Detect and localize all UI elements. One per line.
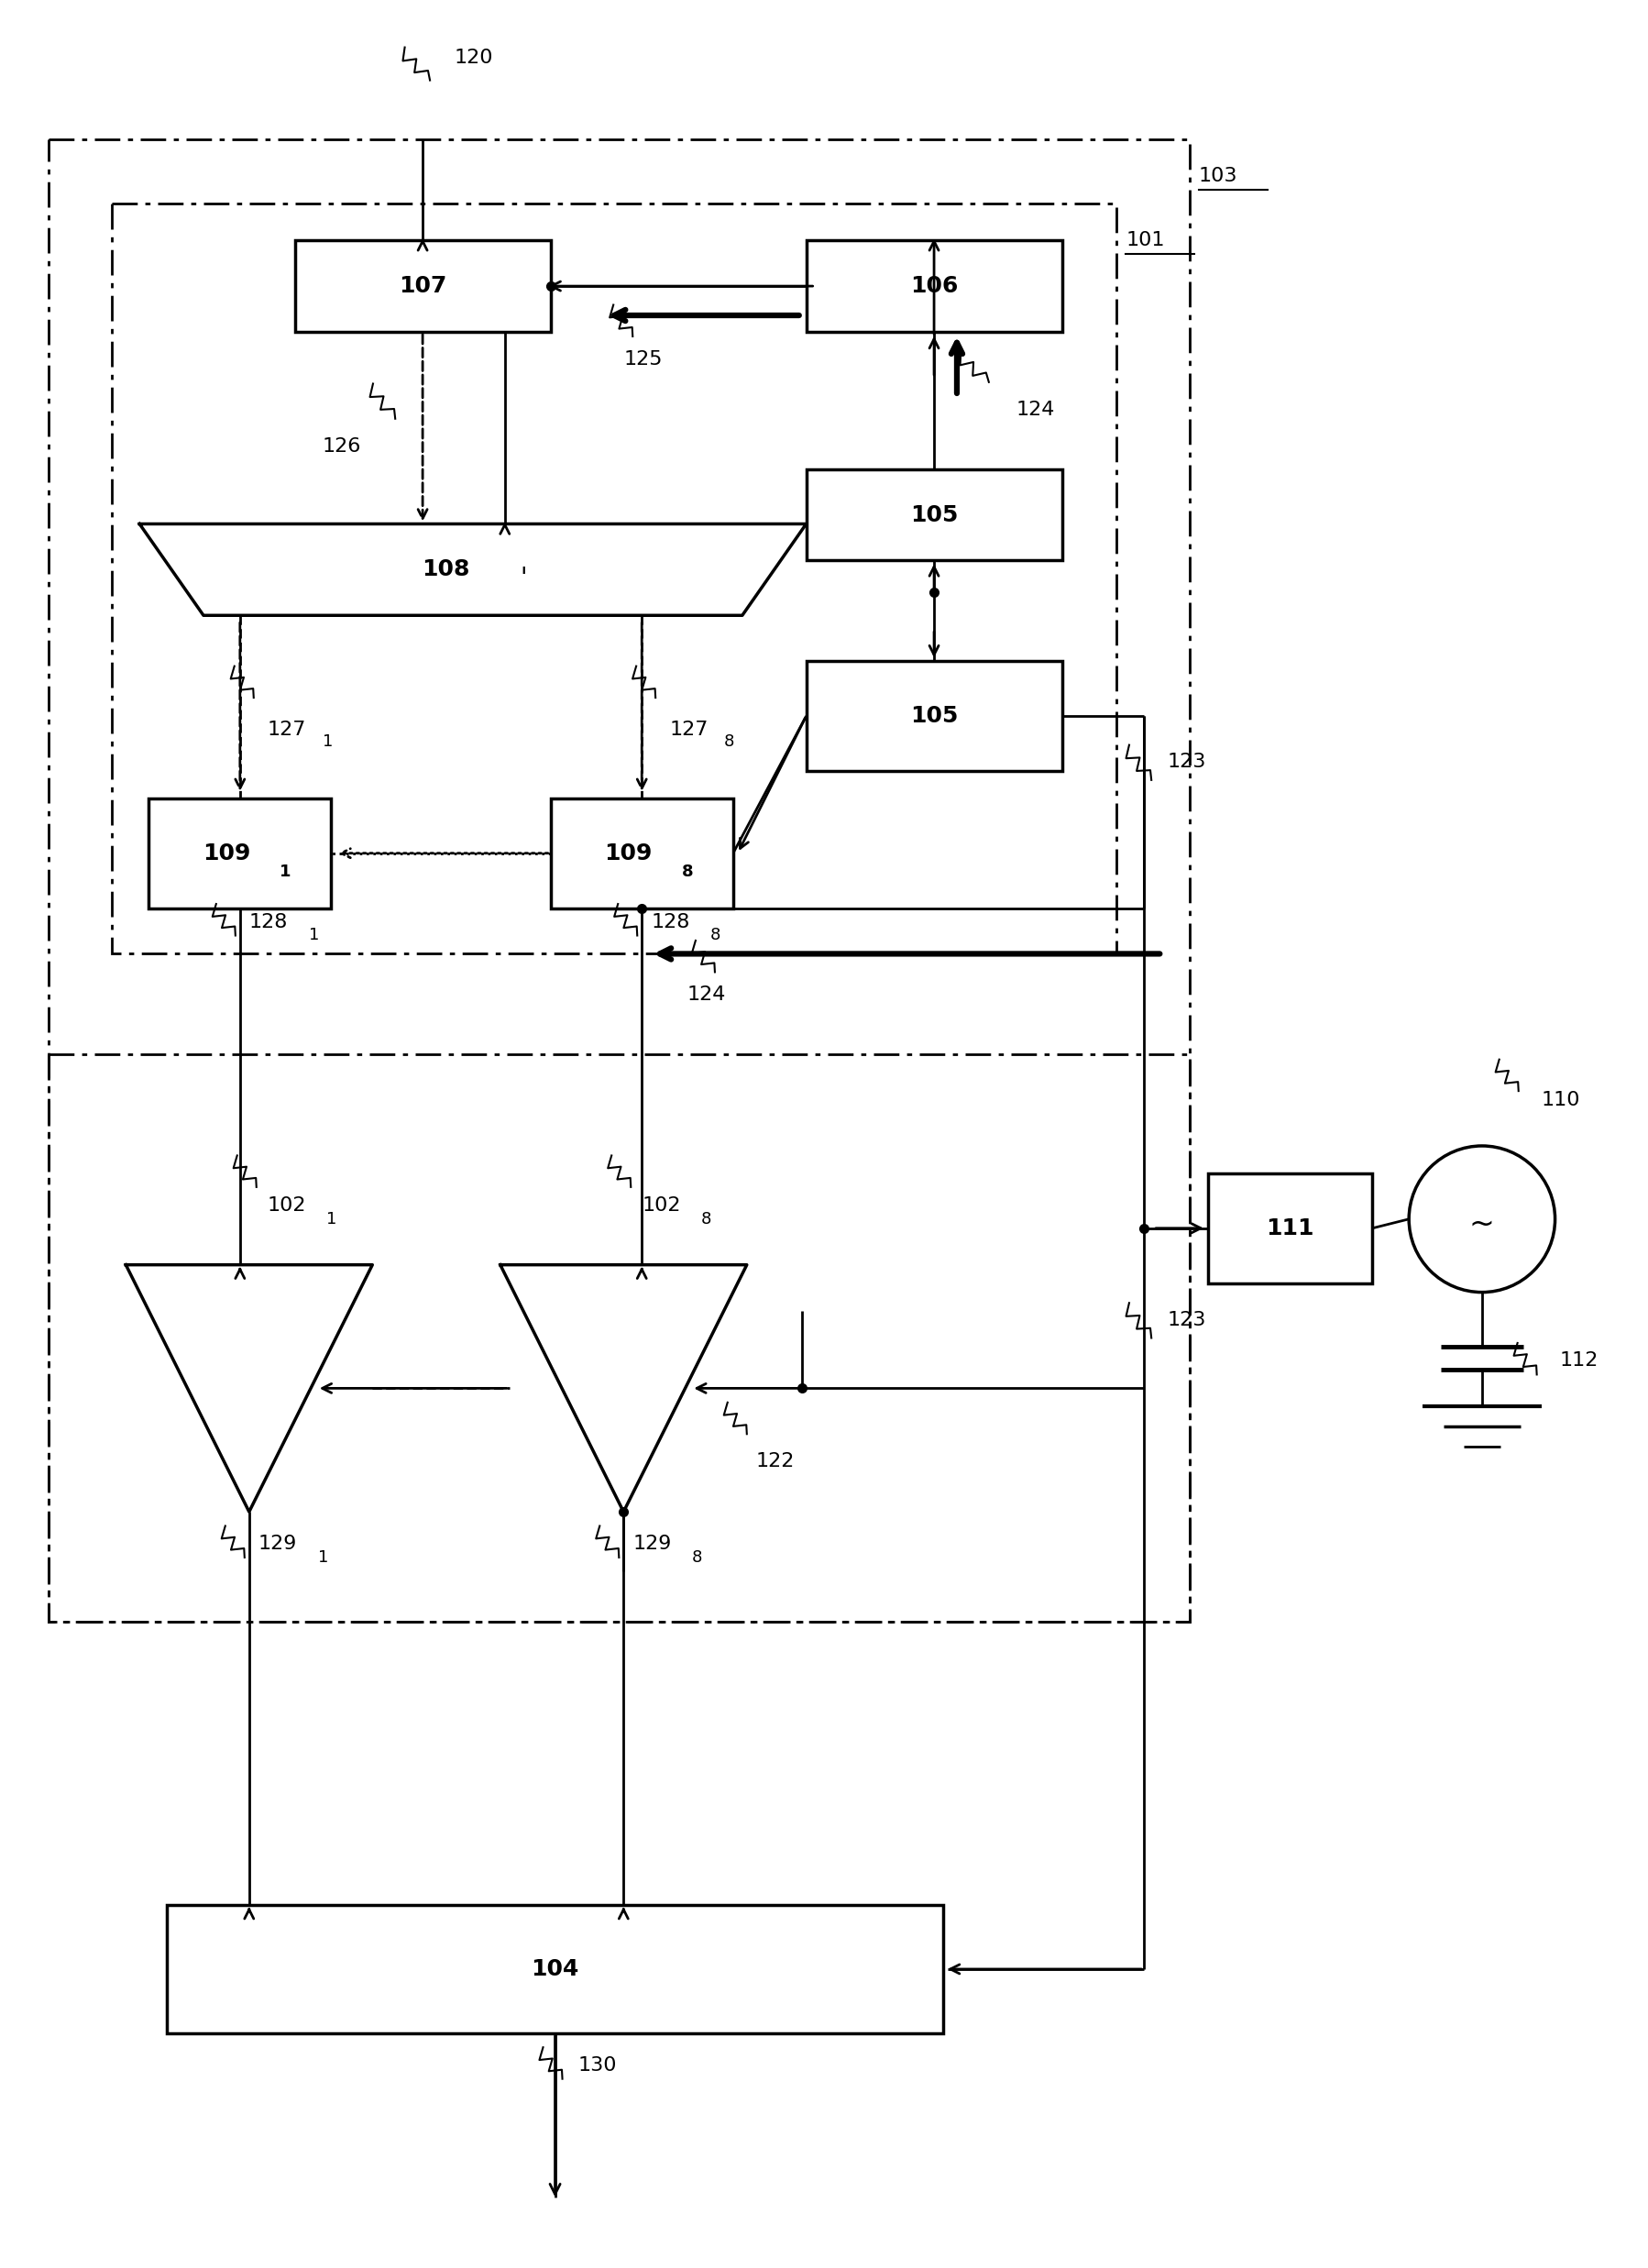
Text: 103: 103 <box>1198 168 1238 186</box>
Text: 128: 128 <box>249 912 288 930</box>
Bar <box>806 240 1061 331</box>
Bar <box>806 660 1061 771</box>
Text: 102: 102 <box>641 1195 681 1213</box>
Text: 109: 109 <box>203 841 250 864</box>
Text: 1: 1 <box>308 928 318 943</box>
Text: 112: 112 <box>1559 1352 1597 1370</box>
Text: 130: 130 <box>577 2057 616 2075</box>
Text: 1: 1 <box>321 733 333 751</box>
Bar <box>1208 1173 1371 1284</box>
Bar <box>550 798 733 907</box>
Text: 124: 124 <box>1015 401 1055 420</box>
Polygon shape <box>140 524 806 615</box>
Text: 105: 105 <box>910 705 957 728</box>
Bar <box>166 1905 943 2032</box>
Text: 123: 123 <box>1167 753 1205 771</box>
Text: 8: 8 <box>681 864 692 880</box>
Text: 101: 101 <box>1126 231 1163 249</box>
Text: 120: 120 <box>455 48 493 66</box>
Text: 128: 128 <box>651 912 689 930</box>
Text: 102: 102 <box>267 1195 307 1213</box>
Text: 8: 8 <box>710 928 720 943</box>
Text: 109: 109 <box>603 841 651 864</box>
Text: 108: 108 <box>422 558 470 581</box>
Text: 105: 105 <box>910 503 957 526</box>
Text: 122: 122 <box>755 1452 794 1470</box>
Text: 107: 107 <box>399 274 447 297</box>
Text: 1: 1 <box>326 1211 336 1227</box>
Bar <box>295 240 550 331</box>
Text: 124: 124 <box>687 987 725 1005</box>
Text: 111: 111 <box>1266 1218 1313 1238</box>
Text: 106: 106 <box>910 274 957 297</box>
Text: 123: 123 <box>1167 1311 1205 1329</box>
Text: 104: 104 <box>531 1957 578 1980</box>
Text: 127: 127 <box>267 721 307 739</box>
Text: 127: 127 <box>669 721 707 739</box>
Text: ~: ~ <box>1468 1209 1495 1238</box>
Bar <box>48 141 1190 1622</box>
Text: 110: 110 <box>1541 1091 1579 1109</box>
Polygon shape <box>125 1266 372 1513</box>
Bar <box>148 798 331 907</box>
Text: 125: 125 <box>623 349 662 367</box>
Text: 129: 129 <box>259 1535 297 1554</box>
Text: 1: 1 <box>280 864 292 880</box>
Text: 129: 129 <box>633 1535 671 1554</box>
Bar <box>48 1055 1190 1622</box>
Text: 126: 126 <box>321 438 361 456</box>
Text: 8: 8 <box>723 733 733 751</box>
Polygon shape <box>499 1266 747 1513</box>
Text: 1: 1 <box>318 1549 328 1565</box>
Text: 8: 8 <box>700 1211 712 1227</box>
Text: 8: 8 <box>692 1549 702 1565</box>
Text: ': ' <box>519 567 526 592</box>
Bar <box>112 204 1116 955</box>
Bar <box>806 469 1061 560</box>
